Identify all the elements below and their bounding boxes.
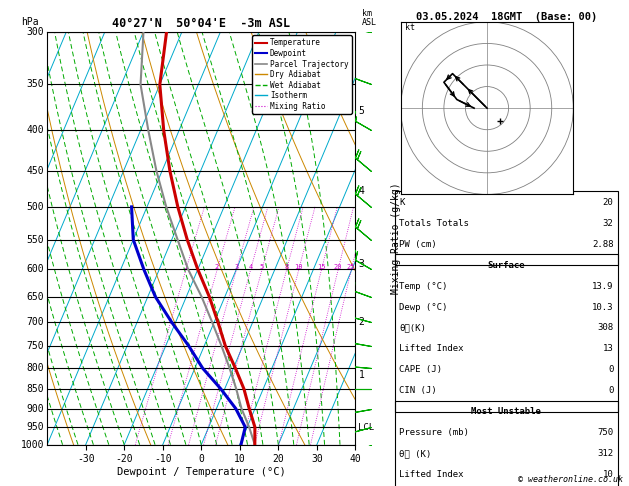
Text: 15: 15 [317,264,326,270]
Text: kt: kt [405,23,415,33]
Title: 40°27'N  50°04'E  -3m ASL: 40°27'N 50°04'E -3m ASL [112,17,291,31]
Text: 750: 750 [26,341,44,351]
Text: Lifted Index: Lifted Index [399,345,464,353]
Text: 5: 5 [359,106,364,116]
Text: Pressure (mb): Pressure (mb) [399,428,469,437]
Text: 400: 400 [26,125,44,135]
Text: Totals Totals: Totals Totals [399,219,469,228]
Text: 2: 2 [215,264,219,270]
Text: Mixing Ratio (g/kg): Mixing Ratio (g/kg) [391,182,401,294]
Text: 350: 350 [26,80,44,89]
Text: 4: 4 [248,264,253,270]
Text: 850: 850 [26,384,44,394]
Text: Dewp (°C): Dewp (°C) [399,302,448,312]
Text: CIN (J): CIN (J) [399,386,437,395]
Text: 950: 950 [26,422,44,432]
Text: 2.88: 2.88 [592,240,613,249]
Bar [394,401,618,486]
Text: 25: 25 [347,264,355,270]
Legend: Temperature, Dewpoint, Parcel Trajectory, Dry Adiabat, Wet Adiabat, Isotherm, Mi: Temperature, Dewpoint, Parcel Trajectory… [252,35,352,114]
Text: CAPE (J): CAPE (J) [399,365,442,374]
Text: 13.9: 13.9 [592,281,613,291]
Text: 0: 0 [608,365,613,374]
Text: K: K [399,198,404,207]
Text: 5: 5 [260,264,264,270]
Text: 1: 1 [359,369,364,380]
Text: 3: 3 [359,259,364,269]
Text: θᴄ (K): θᴄ (K) [399,449,431,458]
Text: 2: 2 [359,317,364,327]
X-axis label: Dewpoint / Temperature (°C): Dewpoint / Temperature (°C) [117,467,286,477]
Text: 20: 20 [334,264,342,270]
Text: 1000: 1000 [21,440,44,450]
Text: 308: 308 [598,324,613,332]
Text: © weatheronline.co.uk: © weatheronline.co.uk [518,474,623,484]
Text: 20: 20 [603,198,613,207]
Text: 03.05.2024  18GMT  (Base: 00): 03.05.2024 18GMT (Base: 00) [416,12,597,22]
Text: 4: 4 [359,187,364,196]
Text: Most Unstable: Most Unstable [471,407,542,417]
Bar [394,254,618,412]
Text: hPa: hPa [21,17,39,27]
Text: Surface: Surface [487,260,525,270]
Text: Lifted Index: Lifted Index [399,470,464,479]
Text: 900: 900 [26,403,44,414]
Text: 10.3: 10.3 [592,302,613,312]
Bar [394,191,618,265]
Text: 800: 800 [26,363,44,373]
Text: km
ASL: km ASL [362,9,377,27]
Text: 32: 32 [603,219,613,228]
Text: 550: 550 [26,235,44,244]
Text: 13: 13 [603,345,613,353]
Text: 10: 10 [603,470,613,479]
Text: 750: 750 [598,428,613,437]
Text: Temp (°C): Temp (°C) [399,281,448,291]
Text: 8: 8 [284,264,289,270]
Text: 600: 600 [26,264,44,275]
Text: 312: 312 [598,449,613,458]
Text: θᴄ(K): θᴄ(K) [399,324,426,332]
Text: 10: 10 [294,264,303,270]
Text: LCL: LCL [359,423,375,433]
Text: PW (cm): PW (cm) [399,240,437,249]
Text: 1: 1 [184,264,188,270]
Text: 300: 300 [26,27,44,36]
Text: 0: 0 [608,386,613,395]
Text: 3: 3 [234,264,238,270]
Text: 650: 650 [26,292,44,302]
Text: 450: 450 [26,166,44,176]
Text: 500: 500 [26,202,44,212]
Text: 700: 700 [26,317,44,327]
